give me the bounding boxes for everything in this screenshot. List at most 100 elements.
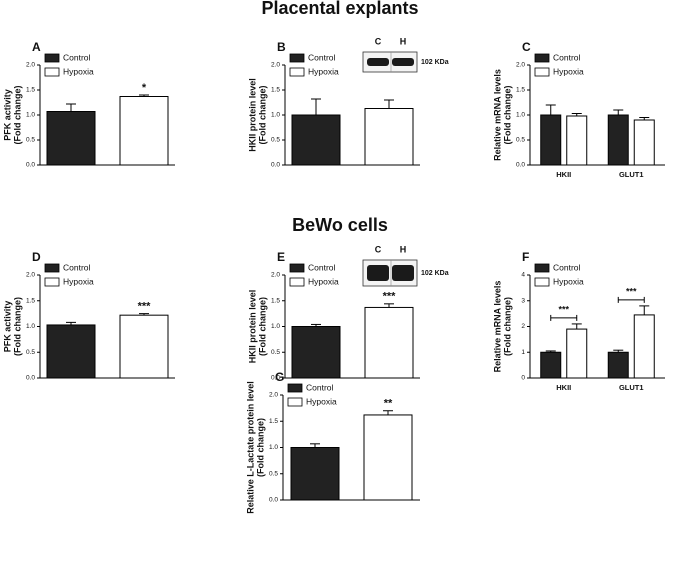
- legend-swatch: [287, 397, 303, 407]
- y-tick-label: 0.5: [269, 470, 278, 477]
- y-axis-label: (Fold change): [12, 297, 22, 356]
- bar: [363, 414, 413, 501]
- y-axis-label: Relative L-Lactate protein level: [245, 381, 255, 514]
- y-tick-label: 3: [521, 297, 525, 304]
- y-tick-label: 1.5: [271, 87, 280, 94]
- panel-label: E: [277, 250, 285, 264]
- section-title: BeWo cells: [292, 215, 388, 235]
- significance: *: [142, 82, 147, 94]
- y-tick-label: 1.0: [26, 112, 35, 119]
- panel-label: C: [522, 40, 531, 54]
- significance: ***: [626, 286, 637, 296]
- x-tick-label: GLUT1: [619, 170, 644, 179]
- legend-swatch: [44, 277, 60, 287]
- legend-label: Hypoxia: [553, 66, 584, 76]
- significance: ***: [558, 304, 569, 314]
- legend-swatch: [534, 53, 550, 63]
- legend-swatch: [289, 263, 305, 273]
- legend-label: Hypoxia: [63, 66, 94, 76]
- legend-label: Control: [306, 382, 334, 392]
- legend-swatch: [44, 53, 60, 63]
- bar: [607, 114, 629, 166]
- y-tick-label: 1.5: [516, 87, 525, 94]
- legend-swatch: [289, 277, 305, 287]
- legend-swatch: [534, 277, 550, 287]
- bar: [290, 447, 340, 501]
- legend-swatch: [287, 383, 303, 393]
- y-tick-label: 2.0: [269, 392, 278, 399]
- legend-swatch: [44, 263, 60, 273]
- y-tick-label: 2.0: [271, 272, 280, 279]
- y-tick-label: 0.0: [269, 497, 278, 504]
- significance: **: [384, 398, 393, 410]
- blot-lane-label: H: [400, 36, 407, 46]
- y-tick-label: 2: [521, 323, 525, 330]
- bar: [364, 306, 414, 379]
- y-tick-label: 2.0: [26, 272, 35, 279]
- y-tick-label: 0.0: [516, 162, 525, 169]
- y-axis-label: PFK activity: [2, 301, 12, 353]
- bar: [291, 114, 341, 166]
- panel-label: F: [522, 250, 529, 264]
- legend-swatch: [289, 67, 305, 77]
- x-tick-label: GLUT1: [619, 383, 644, 392]
- y-tick-label: 0.0: [26, 162, 35, 169]
- y-tick-label: 1.5: [26, 297, 35, 304]
- y-tick-label: 4: [521, 272, 525, 279]
- blot-band: [367, 265, 389, 281]
- legend-label: Hypoxia: [63, 276, 94, 286]
- y-tick-label: 0.5: [271, 137, 280, 144]
- bar: [633, 314, 655, 379]
- y-tick-label: 1.5: [271, 297, 280, 304]
- y-tick-label: 0.5: [271, 349, 280, 356]
- y-tick-label: 0.0: [271, 375, 280, 382]
- y-tick-label: 1.0: [271, 323, 280, 330]
- bar: [46, 324, 96, 379]
- y-tick-label: 1.0: [269, 444, 278, 451]
- legend-swatch: [289, 53, 305, 63]
- y-tick-label: 0.0: [271, 162, 280, 169]
- blot-size-label: 102 KDa: [421, 270, 449, 277]
- y-axis-label: (Fold change): [257, 86, 267, 145]
- y-tick-label: 0.5: [516, 137, 525, 144]
- y-axis-label: (Fold change): [257, 297, 267, 356]
- y-axis-label: Relative mRNA levels: [492, 281, 502, 373]
- bar: [566, 115, 588, 166]
- y-tick-label: 2.0: [26, 62, 35, 69]
- legend-label: Control: [63, 52, 91, 62]
- x-tick-label: HKII: [556, 383, 571, 392]
- y-tick-label: 1.5: [269, 418, 278, 425]
- blot-frame: [362, 51, 418, 73]
- bar: [540, 114, 562, 166]
- y-axis-label: (Fold change): [502, 297, 512, 356]
- y-axis-label: (Fold change): [502, 86, 512, 145]
- y-tick-label: 0.5: [26, 349, 35, 356]
- y-tick-label: 0.0: [26, 375, 35, 382]
- significance: ***: [138, 301, 152, 313]
- significance: ***: [383, 291, 397, 303]
- bar: [46, 111, 96, 166]
- y-axis-label: HKII protein level: [247, 290, 257, 364]
- legend-label: Hypoxia: [308, 66, 339, 76]
- y-tick-label: 1.0: [26, 323, 35, 330]
- y-axis-label: HKII protein level: [247, 78, 257, 152]
- bar: [566, 328, 588, 379]
- y-axis-label: (Fold change): [12, 86, 22, 145]
- y-axis-label: PFK activity: [2, 89, 12, 141]
- legend-label: Control: [63, 262, 91, 272]
- y-axis-label: Relative mRNA levels: [492, 69, 502, 161]
- legend-label: Control: [308, 52, 336, 62]
- y-tick-label: 0.5: [26, 137, 35, 144]
- bar: [119, 96, 169, 166]
- legend-label: Hypoxia: [306, 396, 337, 406]
- blot-size-label: 102 KDa: [421, 59, 449, 66]
- blot-band: [392, 58, 414, 66]
- blot-lane-label: H: [400, 244, 407, 254]
- y-tick-label: 2.0: [516, 62, 525, 69]
- blot-band: [392, 265, 414, 281]
- panel-label: D: [32, 250, 41, 264]
- panel-label: B: [277, 40, 286, 54]
- section-title: Placental explants: [261, 0, 418, 18]
- legend-label: Hypoxia: [553, 276, 584, 286]
